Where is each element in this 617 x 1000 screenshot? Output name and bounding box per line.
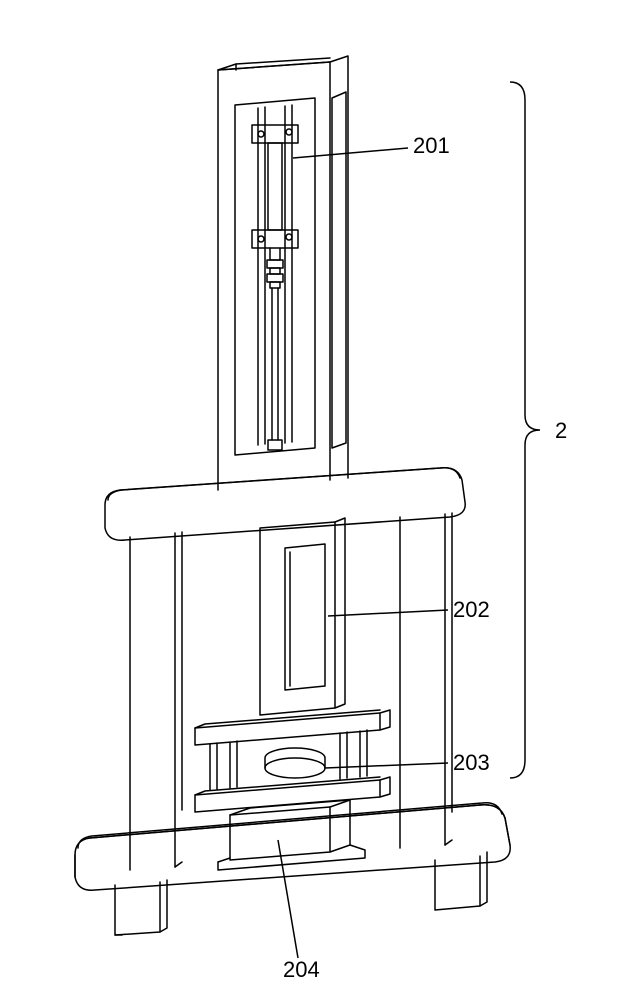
label-2: 2 <box>555 418 567 444</box>
part-204 <box>218 800 365 870</box>
label-204: 204 <box>283 957 320 983</box>
callout-line-203 <box>325 763 448 768</box>
callout-line-201 <box>293 148 408 158</box>
leg-front-left <box>115 882 160 935</box>
part-203 <box>265 758 325 778</box>
label-202: 202 <box>453 597 490 623</box>
part-201 <box>252 125 298 450</box>
callout-line-204 <box>278 840 298 958</box>
press-head <box>195 710 390 812</box>
callout-line-202 <box>328 610 448 616</box>
bracket-2 <box>510 82 540 778</box>
callout-lines <box>278 148 448 958</box>
label-203: 203 <box>453 750 490 776</box>
machine-drawing <box>75 56 510 935</box>
diagram-container: 201 202 203 204 2 <box>0 0 617 1000</box>
diagram-svg <box>0 0 617 1000</box>
label-201: 201 <box>413 133 450 159</box>
upper-tower <box>218 56 348 490</box>
